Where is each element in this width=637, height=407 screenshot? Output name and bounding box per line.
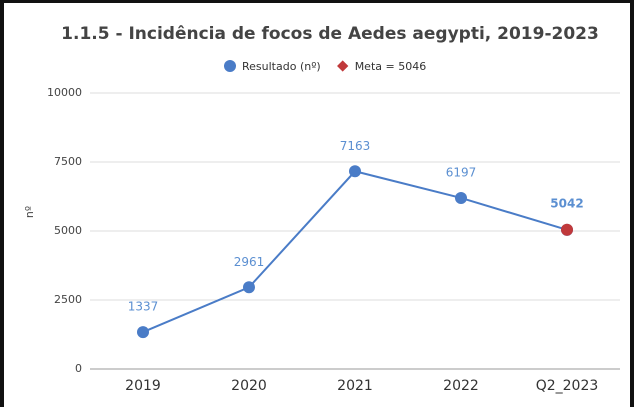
x-tick-label: 2021: [337, 378, 373, 394]
data-label: 7163: [340, 139, 371, 153]
x-tick-label: 2019: [125, 378, 161, 394]
data-point: [137, 326, 149, 339]
x-tick-label: 2020: [231, 378, 267, 394]
data-label: 5042: [550, 196, 583, 210]
chart-title: 1.1.5 - Incidência de focos de Aedes aeg…: [61, 24, 599, 44]
data-label: 1337: [128, 300, 159, 314]
y-tick-label: 5000: [54, 224, 82, 237]
data-label: 6197: [446, 165, 477, 179]
data-point: [349, 165, 361, 178]
data-point: [243, 281, 255, 294]
x-tick-label: 2022: [443, 378, 479, 394]
data-label: 2961: [234, 255, 265, 269]
y-axis-label: nº: [23, 206, 36, 218]
x-tick-label: Q2_2023: [536, 378, 599, 394]
legend-marker: [224, 60, 236, 72]
y-tick-label: 7500: [54, 155, 82, 168]
y-tick-label: 2500: [54, 293, 82, 306]
legend-label: Resultado (nº): [242, 60, 321, 73]
legend-label: Meta = 5046: [355, 60, 427, 73]
y-tick-label: 0: [75, 362, 82, 375]
data-point: [455, 191, 467, 204]
y-tick-label: 10000: [47, 86, 82, 99]
data-point: [561, 223, 573, 236]
